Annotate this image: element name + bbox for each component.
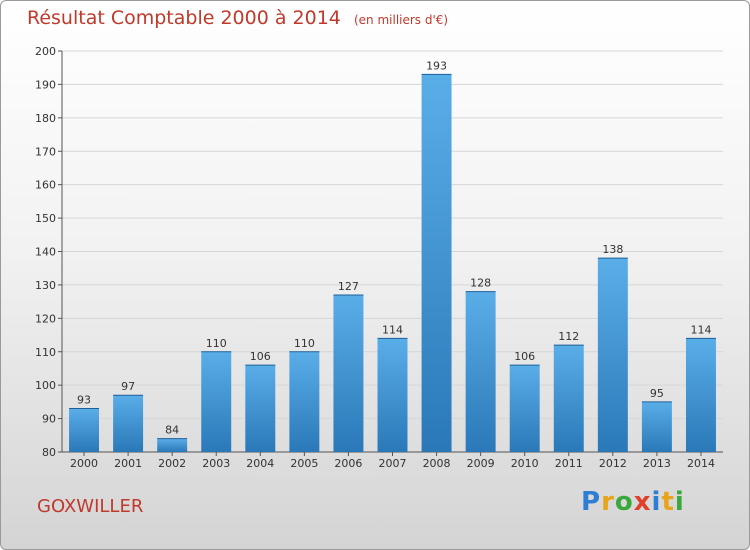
bar-value-label: 128 xyxy=(470,277,491,290)
y-tick-label: 100 xyxy=(35,379,56,392)
x-tick-label: 2001 xyxy=(114,457,142,470)
bars xyxy=(69,73,716,453)
bar-value-label: 110 xyxy=(206,337,227,350)
x-tick-label: 2007 xyxy=(379,457,407,470)
y-tick-label: 90 xyxy=(42,413,56,426)
bar-value-label: 95 xyxy=(650,387,664,400)
bar xyxy=(377,338,408,452)
bar xyxy=(69,408,100,452)
bar-value-label: 93 xyxy=(77,394,91,407)
chart-title-unit: (en milliers d'€) xyxy=(353,13,449,27)
logo-letter: i xyxy=(651,487,662,517)
bar xyxy=(333,294,364,452)
bar-value-label: 106 xyxy=(250,350,271,363)
y-tick-label: 120 xyxy=(35,312,56,325)
chart-title: Résultat Comptable 2000 à 2014 (en milli… xyxy=(27,7,448,29)
x-tick-label: 2004 xyxy=(246,457,274,470)
x-tick-label: 2010 xyxy=(511,457,539,470)
logo-letter: t xyxy=(661,487,675,517)
x-tick-label: 2002 xyxy=(158,457,186,470)
bar xyxy=(421,74,452,453)
commune-name: GOXWILLER xyxy=(37,496,144,517)
bar xyxy=(685,338,716,452)
bar xyxy=(113,395,144,452)
bar xyxy=(157,438,188,452)
y-tick-label: 80 xyxy=(42,446,56,459)
logo-letter: P xyxy=(581,487,602,517)
x-tick-label: 2009 xyxy=(467,457,495,470)
y-tick-label: 190 xyxy=(35,78,56,91)
bar-value-label: 84 xyxy=(165,424,179,437)
proxiti-logo: Proxiti xyxy=(581,487,685,517)
x-tick-label: 2011 xyxy=(555,457,583,470)
bar-value-label: 114 xyxy=(690,323,711,336)
x-tick-label: 2003 xyxy=(202,457,230,470)
y-tick-label: 140 xyxy=(35,246,56,259)
logo-letter: i xyxy=(674,487,685,517)
labels: 93 2000 97 2001 84 2002 110 2003 106 2004 110 2005 1… xyxy=(70,59,715,470)
logo-letter: r xyxy=(601,487,615,517)
bar xyxy=(641,401,672,452)
bar-value-label: 112 xyxy=(558,330,579,343)
x-tick-label: 2013 xyxy=(643,457,671,470)
x-tick-label: 2005 xyxy=(290,457,318,470)
y-tick-label: 110 xyxy=(35,346,56,359)
bar-value-label: 193 xyxy=(426,59,447,72)
bar xyxy=(509,365,540,452)
x-tick-label: 2014 xyxy=(687,457,715,470)
bar-value-label: 106 xyxy=(514,350,535,363)
logo-letter: x xyxy=(633,487,652,517)
bar-value-label: 110 xyxy=(294,337,315,350)
chart-title-main: Résultat Comptable 2000 à 2014 xyxy=(27,7,341,29)
bar xyxy=(245,365,276,452)
x-tick-label: 2008 xyxy=(423,457,451,470)
bar xyxy=(201,351,232,452)
y-tick-label: 200 xyxy=(35,45,56,58)
bar-value-label: 97 xyxy=(121,380,135,393)
bar xyxy=(597,258,628,452)
x-tick-label: 2012 xyxy=(599,457,627,470)
y-tick-label: 130 xyxy=(35,279,56,292)
y-tick-label: 160 xyxy=(35,179,56,192)
bar xyxy=(465,291,496,452)
bar-value-label: 114 xyxy=(382,323,403,336)
bar-value-label: 127 xyxy=(338,280,359,293)
bar-value-label: 138 xyxy=(602,243,623,256)
bar xyxy=(289,351,320,452)
x-tick-label: 2006 xyxy=(334,457,362,470)
y-tick-label: 170 xyxy=(35,145,56,158)
bar xyxy=(553,345,584,452)
y-tick-label: 180 xyxy=(35,112,56,125)
logo-letter: o xyxy=(614,487,634,517)
y-tick-label: 150 xyxy=(35,212,56,225)
x-tick-label: 2000 xyxy=(70,457,98,470)
